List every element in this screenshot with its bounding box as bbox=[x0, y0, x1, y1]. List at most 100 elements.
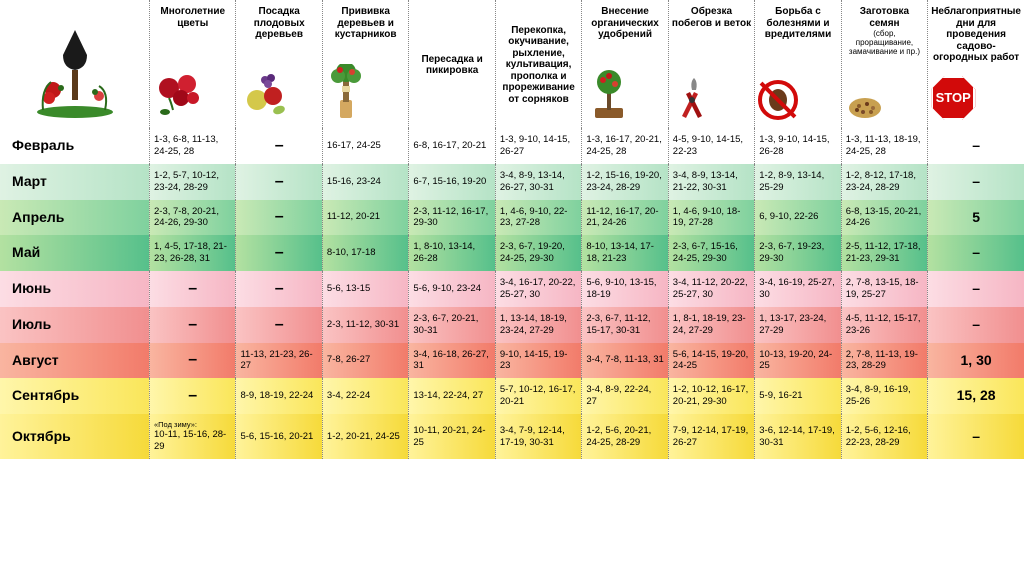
data-cell: 2, 7-8, 11-13, 19-23, 28-29 bbox=[842, 343, 928, 379]
data-cell: 2-3, 11-12, 30-31 bbox=[323, 307, 409, 343]
month-label: Февраль bbox=[0, 128, 150, 164]
header-label: Посадка плодовых деревьев bbox=[239, 6, 318, 41]
data-cell: 5-9, 16-21 bbox=[755, 378, 841, 414]
tree-grafting-icon bbox=[326, 64, 366, 120]
data-cell: 2-3, 6-7, 20-21, 30-31 bbox=[409, 307, 495, 343]
data-cell: 1-2, 5-6, 20-21, 24-25, 28-29 bbox=[582, 414, 668, 459]
data-cell: 4-5, 9-10, 14-15, 22-23 bbox=[669, 128, 755, 164]
data-cell: 2-3, 6-7, 11-12, 15-17, 30-31 bbox=[582, 307, 668, 343]
data-cell: 15-16, 23-24 bbox=[323, 164, 409, 200]
data-cell: 5-6, 9-10, 13-15, 18-19 bbox=[582, 271, 668, 307]
data-cell: 6-7, 15-16, 19-20 bbox=[409, 164, 495, 200]
data-cell: 2-3, 6-7, 15-16, 24-25, 29-30 bbox=[669, 235, 755, 271]
data-cell: 6, 9-10, 22-26 bbox=[755, 200, 841, 236]
data-cell: 5-6, 9-10, 23-24 bbox=[409, 271, 495, 307]
data-cell: 1-3, 9-10, 14-15, 26-27 bbox=[496, 128, 582, 164]
data-cell: 16-17, 24-25 bbox=[323, 128, 409, 164]
header-col-10: Неблагоприятные дни для проведения садов… bbox=[928, 0, 1024, 128]
data-cell: 2-3, 6-7, 19-20, 24-25, 29-30 bbox=[496, 235, 582, 271]
header-col-9: Заготовка семян (сбор, проращивание, зам… bbox=[842, 0, 928, 128]
data-cell: 10-11, 20-21, 24-25 bbox=[409, 414, 495, 459]
header-col-4: Пересадка и пикировка bbox=[409, 0, 495, 128]
data-cell: 3-4, 8-9, 22-24, 27 bbox=[582, 378, 668, 414]
month-label: Июнь bbox=[0, 271, 150, 307]
data-cell: 3-4, 11-12, 20-22, 25-27, 30 bbox=[669, 271, 755, 307]
data-cell: – bbox=[928, 235, 1024, 271]
data-cell: 7-8, 26-27 bbox=[323, 343, 409, 379]
header-label: Перекопка, окучивание, рыхление, культив… bbox=[499, 25, 578, 106]
data-cell: – bbox=[150, 307, 236, 343]
data-cell: 1, 13-14, 18-19, 23-24, 27-29 bbox=[496, 307, 582, 343]
data-cell: – bbox=[236, 128, 322, 164]
data-cell: – bbox=[236, 200, 322, 236]
data-cell: 1-2, 8-12, 17-18, 23-24, 28-29 bbox=[842, 164, 928, 200]
data-cell: 1-3, 6-8, 11-13, 24-25, 28 bbox=[150, 128, 236, 164]
month-label: Май bbox=[0, 235, 150, 271]
data-cell: – bbox=[928, 271, 1024, 307]
header-col-8: Борьба с болезнями и вредителями bbox=[755, 0, 841, 128]
data-cell: 6-8, 13-15, 20-21, 24-26 bbox=[842, 200, 928, 236]
data-cell: 3-4, 16-17, 20-22, 25-27, 30 bbox=[496, 271, 582, 307]
data-cell: 3-4, 16-19, 25-27, 30 bbox=[755, 271, 841, 307]
data-cell: – bbox=[150, 343, 236, 379]
data-cell: – bbox=[928, 307, 1024, 343]
header-col-1: Многолетние цветы bbox=[150, 0, 236, 128]
data-cell: 1-3, 11-13, 18-19, 24-25, 28 bbox=[842, 128, 928, 164]
month-label: Июль bbox=[0, 307, 150, 343]
data-cell: 1, 4-6, 9-10, 18-19, 27-28 bbox=[669, 200, 755, 236]
data-cell: 3-4, 7-8, 11-13, 31 bbox=[582, 343, 668, 379]
data-cell: 3-4, 8-9, 13-14, 21-22, 30-31 bbox=[669, 164, 755, 200]
data-cell: – bbox=[236, 307, 322, 343]
header-col-7: Обрезка побегов и веток bbox=[669, 0, 755, 128]
data-cell: 4-5, 11-12, 15-17, 23-26 bbox=[842, 307, 928, 343]
shovel-icon bbox=[35, 20, 115, 120]
data-cell: – bbox=[928, 414, 1024, 459]
data-cell: 2-3, 11-12, 16-17, 29-30 bbox=[409, 200, 495, 236]
header-label: Пересадка и пикировка bbox=[412, 54, 491, 77]
month-label: Апрель bbox=[0, 200, 150, 236]
data-cell: 2-3, 6-7, 19-23, 29-30 bbox=[755, 235, 841, 271]
flowers-icon bbox=[153, 68, 205, 120]
data-cell: 1, 8-10, 13-14, 26-28 bbox=[409, 235, 495, 271]
data-cell: 9-10, 14-15, 19-23 bbox=[496, 343, 582, 379]
data-cell: – bbox=[236, 271, 322, 307]
data-cell: 7-9, 12-14, 17-19, 26-27 bbox=[669, 414, 755, 459]
data-cell: 1-2, 10-12, 16-17, 20-21, 29-30 bbox=[669, 378, 755, 414]
data-cell: – bbox=[236, 235, 322, 271]
data-cell: 1-3, 9-10, 14-15, 26-28 bbox=[755, 128, 841, 164]
data-cell: 5-6, 14-15, 19-20, 24-25 bbox=[669, 343, 755, 379]
month-label: Август bbox=[0, 343, 150, 379]
fruits-icon bbox=[239, 68, 291, 120]
data-cell: 8-10, 13-14, 17-18, 21-23 bbox=[582, 235, 668, 271]
header-col-2: Посадка плодовых деревьев bbox=[236, 0, 322, 128]
data-cell: 11-13, 21-23, 26-27 bbox=[236, 343, 322, 379]
header-label: Обрезка побегов и веток bbox=[672, 6, 751, 29]
month-label: Октябрь bbox=[0, 414, 150, 459]
no-pest-icon bbox=[758, 80, 798, 120]
data-cell: 1, 13-17, 23-24, 27-29 bbox=[755, 307, 841, 343]
header-col-3: Прививка деревьев и кустарников bbox=[323, 0, 409, 128]
data-cell: 5-7, 10-12, 16-17, 20-21 bbox=[496, 378, 582, 414]
data-cell: 3-4, 22-24 bbox=[323, 378, 409, 414]
header-label: Внесение органических удобрений bbox=[585, 6, 664, 41]
pruning-shears-icon bbox=[672, 76, 712, 120]
data-cell: 5-6, 15-16, 20-21 bbox=[236, 414, 322, 459]
data-cell: 1-3, 16-17, 20-21, 24-25, 28 bbox=[582, 128, 668, 164]
header-label: Неблагоприятные дни для проведения садов… bbox=[931, 6, 1021, 64]
header-label: Прививка деревьев и кустарников bbox=[326, 6, 405, 41]
header-col-6: Внесение органических удобрений bbox=[582, 0, 668, 128]
data-cell: 8-10, 17-18 bbox=[323, 235, 409, 271]
data-cell: 1-2, 20-21, 24-25 bbox=[323, 414, 409, 459]
data-cell: 2, 7-8, 13-15, 18-19, 25-27 bbox=[842, 271, 928, 307]
data-cell: «Под зиму»:10-11, 15-16, 28-29 bbox=[150, 414, 236, 459]
data-cell: 11-12, 16-17, 20-21, 24-26 bbox=[582, 200, 668, 236]
data-cell: 1-2, 5-6, 12-16, 22-23, 28-29 bbox=[842, 414, 928, 459]
data-cell: 11-12, 20-21 bbox=[323, 200, 409, 236]
header-label: Многолетние цветы bbox=[153, 6, 232, 29]
header-logo-cell bbox=[0, 0, 150, 128]
month-label: Март bbox=[0, 164, 150, 200]
data-cell: 1-2, 8-9, 13-14, 25-29 bbox=[755, 164, 841, 200]
data-cell: 3-6, 12-14, 17-19, 30-31 bbox=[755, 414, 841, 459]
data-cell: 8-9, 18-19, 22-24 bbox=[236, 378, 322, 414]
header-label: Борьба с болезнями и вредителями bbox=[758, 6, 837, 41]
